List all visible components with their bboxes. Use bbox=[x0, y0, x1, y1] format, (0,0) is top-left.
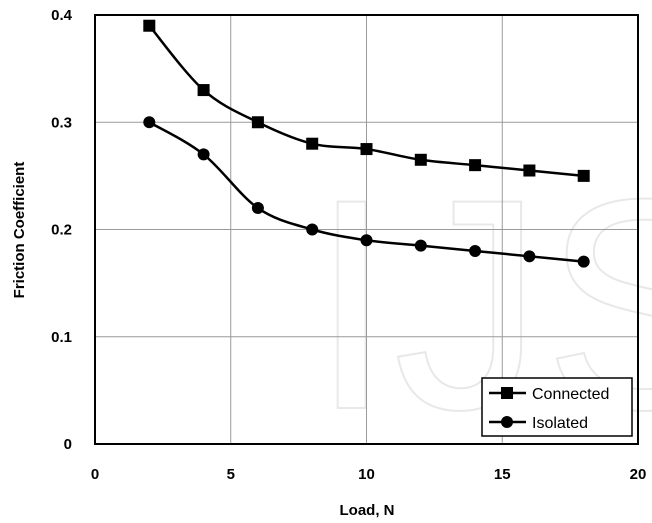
data-point-isolated bbox=[143, 116, 156, 129]
data-point-connected bbox=[197, 84, 210, 97]
data-point-isolated bbox=[469, 244, 482, 257]
data-point-isolated bbox=[197, 148, 210, 161]
data-point-isolated bbox=[523, 250, 536, 263]
plot-area-frame bbox=[94, 14, 639, 445]
data-point-isolated bbox=[306, 223, 319, 236]
data-point-isolated bbox=[577, 255, 590, 268]
y-tick-label: 0.1 bbox=[51, 329, 72, 346]
data-point-connected bbox=[469, 159, 482, 172]
x-tick-labels: 0 5 10 15 20 bbox=[91, 466, 647, 483]
x-tick-label: 20 bbox=[630, 466, 647, 483]
y-tick-label: 0 bbox=[64, 436, 72, 453]
data-point-connected bbox=[414, 153, 427, 166]
legend: Connected Isolated bbox=[481, 377, 633, 437]
data-point-isolated bbox=[360, 234, 373, 247]
data-point-connected bbox=[577, 169, 590, 182]
legend-marker-isolated bbox=[501, 416, 513, 428]
y-tick-labels: 0 0.1 0.2 0.3 0.4 bbox=[51, 7, 73, 453]
x-tick-label: 15 bbox=[494, 466, 511, 483]
y-tick-label: 0.3 bbox=[51, 114, 72, 131]
data-point-connected bbox=[360, 143, 373, 156]
legend-label-isolated: Isolated bbox=[532, 415, 588, 432]
x-axis-label: Load, N bbox=[340, 502, 395, 519]
y-axis-label: Friction Coefficient bbox=[11, 162, 28, 299]
series-group bbox=[143, 19, 590, 268]
x-tick-label: 10 bbox=[358, 466, 375, 483]
x-tick-label: 0 bbox=[91, 466, 99, 483]
x-tick-label: 5 bbox=[227, 466, 235, 483]
data-point-connected bbox=[143, 19, 156, 32]
data-point-connected bbox=[306, 137, 319, 150]
legend-marker-connected bbox=[501, 387, 513, 399]
data-point-connected bbox=[523, 164, 536, 177]
data-point-isolated bbox=[251, 202, 264, 215]
y-tick-label: 0.2 bbox=[51, 222, 72, 239]
grid-lines bbox=[95, 15, 638, 444]
y-tick-label: 0.4 bbox=[51, 7, 73, 24]
data-point-connected bbox=[251, 116, 264, 129]
data-point-isolated bbox=[414, 239, 427, 252]
legend-label-connected: Connected bbox=[532, 386, 609, 403]
